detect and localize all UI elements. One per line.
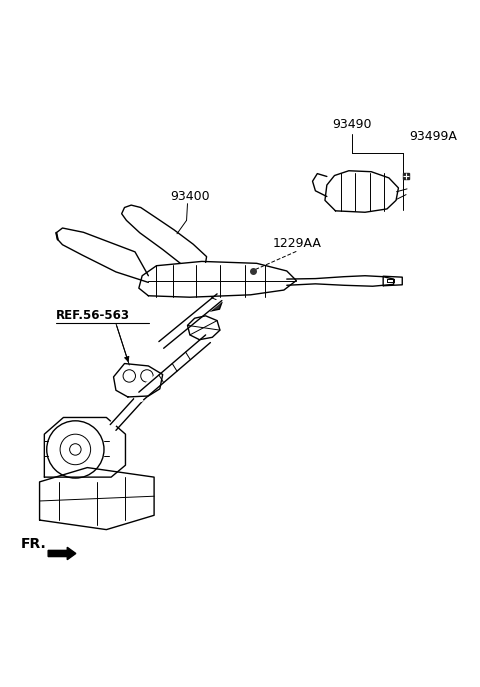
Text: 1229AA: 1229AA [273,238,322,251]
Text: 93490: 93490 [332,118,372,131]
Text: 93400: 93400 [170,190,210,203]
Text: 93499A: 93499A [409,130,457,143]
Text: REF.56-563: REF.56-563 [56,309,130,322]
Text: FR.: FR. [21,537,46,551]
Polygon shape [207,297,222,311]
FancyArrow shape [48,548,76,560]
